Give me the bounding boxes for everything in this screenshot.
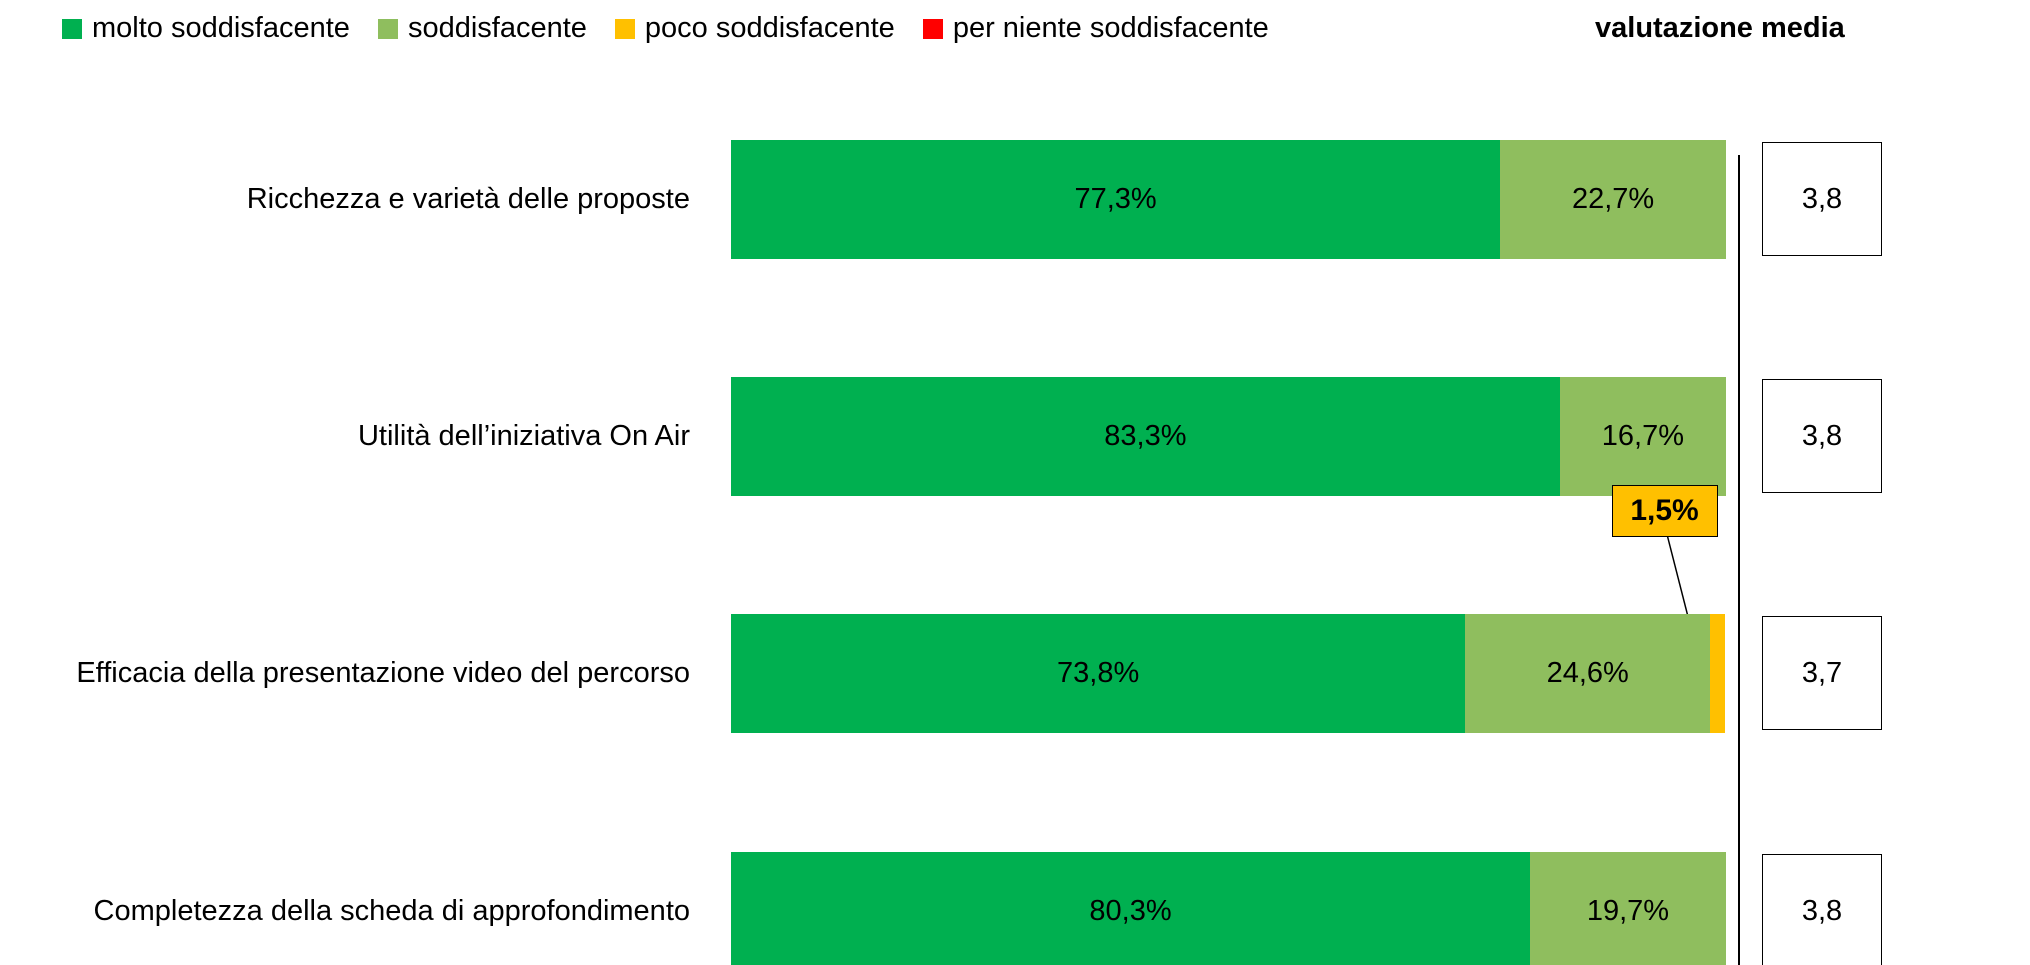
bar-segment: 83,3% [731, 376, 1560, 496]
data-label-callout: 1,5% [1611, 484, 1718, 537]
average-box: 3,8 [1762, 854, 1882, 965]
data-label: 80,3% [1089, 894, 1172, 927]
legend-item: per niente soddisfacente [922, 12, 1269, 45]
average-box: 3,8 [1762, 142, 1882, 256]
category-label: Utilità dell’iniziativa On Air [10, 386, 690, 486]
legend-label: per niente soddisfacente [952, 12, 1269, 44]
bar-segment: 77,3% [731, 139, 1501, 259]
legend: molto soddisfacente soddisfacente poco sod… [62, 12, 1297, 45]
average-box: 3,7 [1762, 616, 1882, 730]
legend-label: poco soddisfacente [644, 12, 895, 44]
legend-swatch [377, 18, 398, 39]
legend-item: poco soddisfacente [614, 12, 895, 45]
data-label: 73,8% [1057, 656, 1140, 689]
data-label: 19,7% [1586, 894, 1670, 927]
data-label: 77,3% [1074, 182, 1157, 215]
legend-item: molto soddisfacente [62, 12, 350, 45]
category-label: Efficacia della presentazione video del … [10, 623, 690, 723]
data-label: 16,7% [1601, 419, 1685, 452]
category-text: Efficacia della presentazione video del … [76, 657, 690, 689]
legend-swatch [614, 18, 635, 39]
legend-swatch [62, 18, 82, 39]
average-box: 3,8 [1762, 379, 1882, 493]
data-label: 22,7% [1571, 182, 1655, 215]
category-text: Ricchezza e varietà delle proposte [246, 183, 690, 215]
category-label: Completezza della scheda di approfondime… [10, 861, 690, 961]
bar-segment: 22,7% [1500, 139, 1726, 259]
data-label: 24,6% [1546, 656, 1629, 689]
category-label: Ricchezza e varietà delle proposte [10, 149, 690, 249]
bar-segment: 73,8% [731, 613, 1466, 733]
data-label: 83,3% [1104, 419, 1187, 452]
legend-swatch [922, 18, 943, 39]
bar-segment: 19,7% [1529, 851, 1726, 965]
bar-segment: 16,7% [1559, 376, 1726, 496]
legend-item: soddisfacente [377, 12, 587, 45]
bar-segment: 80,3% [731, 851, 1530, 965]
legend-label: molto soddisfacente [92, 12, 350, 44]
legend-label: soddisfacente [407, 12, 587, 44]
bar-segment: 24,6% [1465, 613, 1711, 733]
bar-segment [1710, 613, 1725, 733]
category-text: Utilità dell’iniziativa On Air [357, 420, 690, 452]
average-title: valutazione media [1595, 12, 1845, 44]
category-text: Completezza della scheda di approfondime… [93, 895, 690, 927]
divider [1738, 155, 1740, 965]
